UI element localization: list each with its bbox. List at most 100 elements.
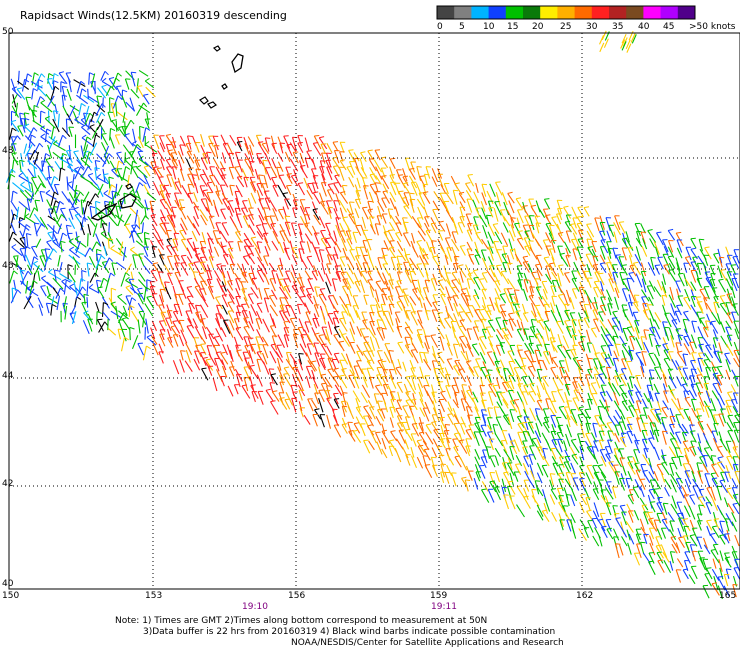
wind-barb bbox=[215, 352, 224, 365]
wind-barb bbox=[458, 369, 466, 383]
wind-barb bbox=[452, 263, 458, 274]
wind-barb-feather bbox=[62, 94, 68, 97]
wind-barb-feather bbox=[291, 174, 297, 177]
wind-barb bbox=[494, 231, 503, 245]
wind-barb-feather bbox=[131, 224, 137, 226]
wind-barb-feather bbox=[339, 340, 345, 343]
wind-barb bbox=[678, 456, 682, 467]
wind-barb bbox=[355, 407, 364, 420]
wind-barb-feather bbox=[529, 335, 535, 338]
wind-barb-feather bbox=[193, 261, 199, 263]
wind-barb bbox=[648, 518, 658, 532]
wind-barb bbox=[130, 72, 136, 87]
wind-barb-feather bbox=[459, 335, 465, 338]
wind-barb bbox=[362, 351, 371, 364]
wind-barb bbox=[361, 311, 367, 324]
wind-barb bbox=[45, 303, 50, 314]
wind-barb-feather bbox=[587, 357, 593, 360]
wind-barb bbox=[131, 335, 139, 350]
wind-barb bbox=[544, 344, 549, 356]
wind-barb-feather bbox=[405, 343, 411, 346]
wind-barb bbox=[439, 192, 446, 205]
wind-barb bbox=[97, 287, 105, 299]
wind-barb bbox=[508, 230, 515, 242]
wind-barb-feather bbox=[332, 141, 339, 143]
wind-barb-feather bbox=[318, 293, 324, 296]
wind-barb bbox=[12, 182, 25, 193]
wind-barb-feather bbox=[577, 238, 584, 240]
wind-barb bbox=[389, 158, 396, 169]
wind-barb-feather bbox=[279, 142, 285, 144]
wind-barb-feather bbox=[312, 270, 318, 272]
wind-barb bbox=[222, 199, 230, 211]
wind-barb-feather bbox=[215, 237, 222, 240]
wind-barb bbox=[369, 377, 374, 389]
wind-barb-feather bbox=[390, 157, 396, 160]
wind-barb-feather bbox=[454, 255, 460, 258]
wind-barb bbox=[500, 271, 510, 285]
wind-barb bbox=[388, 247, 396, 258]
wind-barb-feather bbox=[79, 191, 84, 197]
wind-barb bbox=[542, 422, 550, 433]
wind-barb bbox=[618, 385, 628, 399]
wind-barb bbox=[145, 318, 149, 334]
wind-barb bbox=[408, 168, 416, 180]
wind-barb-feather bbox=[111, 287, 117, 291]
wind-barb-feather bbox=[517, 415, 523, 418]
wind-barb bbox=[465, 312, 472, 323]
wind-barb bbox=[439, 439, 446, 449]
wind-barb-feather bbox=[195, 304, 201, 307]
wind-barb-feather bbox=[96, 311, 102, 314]
wind-barb bbox=[355, 166, 364, 180]
wind-barb bbox=[444, 424, 449, 435]
wind-barb-feather bbox=[222, 198, 228, 200]
wind-barb bbox=[534, 430, 542, 444]
wind-barb bbox=[629, 289, 636, 302]
wind-barb bbox=[264, 238, 271, 251]
wind-barb bbox=[416, 166, 422, 182]
wind-barb-feather bbox=[367, 424, 373, 427]
wind-barb bbox=[570, 349, 577, 361]
wind-barb-feather bbox=[458, 264, 464, 267]
scale-swatch bbox=[626, 6, 644, 19]
wind-barb-feather bbox=[507, 350, 513, 352]
wind-barb bbox=[235, 296, 241, 308]
wind-barb bbox=[311, 158, 317, 170]
wind-barb bbox=[424, 342, 429, 353]
wind-barb bbox=[226, 288, 235, 300]
wind-barb bbox=[152, 342, 159, 356]
wind-barb bbox=[571, 328, 577, 341]
wind-barb bbox=[349, 342, 356, 354]
wind-barb bbox=[452, 313, 460, 327]
wind-barb bbox=[668, 446, 677, 458]
wind-barb bbox=[438, 369, 446, 379]
wind-barb bbox=[159, 277, 167, 292]
wind-barb-feather bbox=[89, 124, 95, 128]
wind-barb bbox=[417, 383, 424, 397]
wind-barb bbox=[227, 326, 234, 338]
wind-barb-feather bbox=[620, 436, 626, 439]
wind-barb-feather bbox=[181, 254, 187, 257]
wind-barb bbox=[33, 222, 38, 237]
wind-barb bbox=[425, 296, 433, 307]
wind-barb bbox=[66, 233, 73, 244]
wind-barb-feather bbox=[690, 430, 696, 432]
wind-barb-feather bbox=[110, 245, 115, 249]
wind-barb-feather bbox=[690, 544, 696, 546]
wind-barb bbox=[226, 344, 233, 360]
wind-barb bbox=[237, 241, 241, 252]
wind-barb bbox=[234, 191, 240, 205]
wind-barb bbox=[402, 405, 410, 419]
wind-barb bbox=[682, 569, 689, 580]
wind-barb bbox=[648, 438, 655, 450]
wind-barb bbox=[307, 359, 316, 372]
wind-barb bbox=[460, 293, 469, 307]
wind-barb bbox=[592, 358, 599, 370]
wind-barb bbox=[544, 311, 550, 322]
wind-barb-feather bbox=[284, 285, 290, 288]
wind-barb bbox=[369, 184, 377, 195]
wind-barb bbox=[600, 353, 607, 363]
wind-barb bbox=[137, 319, 141, 334]
wind-barb-feather bbox=[564, 309, 570, 312]
wind-barb-feather bbox=[668, 228, 674, 231]
